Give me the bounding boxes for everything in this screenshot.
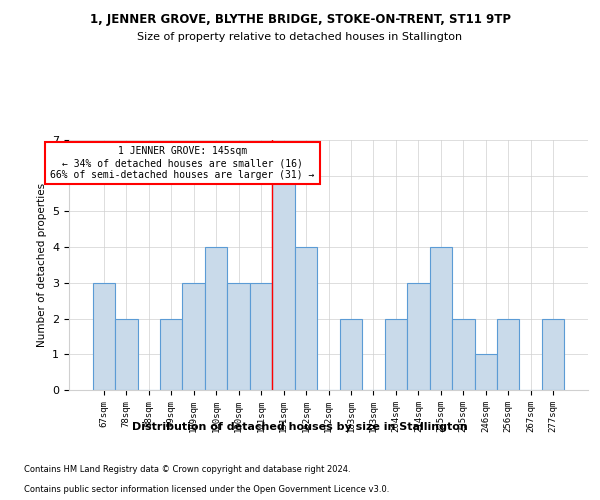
Bar	[92, 283, 115, 390]
Bar	[340, 318, 362, 390]
Text: Contains public sector information licensed under the Open Government Licence v3: Contains public sector information licen…	[24, 485, 389, 494]
Bar	[385, 318, 407, 390]
Bar	[115, 318, 137, 390]
Bar	[497, 318, 520, 390]
Text: Contains HM Land Registry data © Crown copyright and database right 2024.: Contains HM Land Registry data © Crown c…	[24, 465, 350, 474]
Text: 1, JENNER GROVE, BLYTHE BRIDGE, STOKE-ON-TRENT, ST11 9TP: 1, JENNER GROVE, BLYTHE BRIDGE, STOKE-ON…	[89, 12, 511, 26]
Bar	[452, 318, 475, 390]
Bar	[227, 283, 250, 390]
Bar	[160, 318, 182, 390]
Bar	[407, 283, 430, 390]
Bar	[272, 176, 295, 390]
Bar	[182, 283, 205, 390]
Text: 1 JENNER GROVE: 145sqm
← 34% of detached houses are smaller (16)
66% of semi-det: 1 JENNER GROVE: 145sqm ← 34% of detached…	[50, 146, 314, 180]
Bar	[250, 283, 272, 390]
Bar	[430, 247, 452, 390]
Text: Size of property relative to detached houses in Stallington: Size of property relative to detached ho…	[137, 32, 463, 42]
Bar	[205, 247, 227, 390]
Y-axis label: Number of detached properties: Number of detached properties	[37, 183, 47, 347]
Bar	[295, 247, 317, 390]
Bar	[542, 318, 565, 390]
Text: Distribution of detached houses by size in Stallington: Distribution of detached houses by size …	[132, 422, 468, 432]
Bar	[475, 354, 497, 390]
